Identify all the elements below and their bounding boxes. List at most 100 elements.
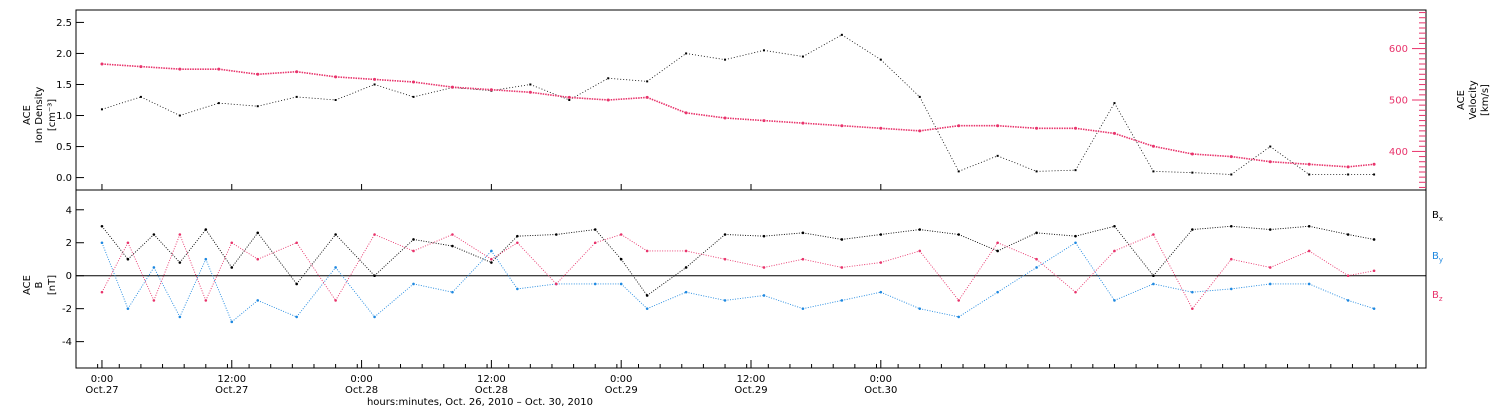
density-segment	[179, 102, 219, 116]
bx-segment	[1153, 229, 1193, 276]
bottom-ytick-label: -4	[62, 337, 72, 348]
legend-by: By	[1432, 251, 1443, 264]
x-tick-date: Oct.29	[605, 385, 638, 396]
bx-segment	[1348, 234, 1375, 240]
density-segment	[919, 96, 960, 172]
top-right-ylabel-line2: Velocity	[1468, 80, 1479, 119]
top-left-ytick-label: 1.0	[56, 111, 72, 122]
density-segment	[413, 87, 453, 98]
by-segment	[880, 291, 920, 310]
top-left-ytick-label: 0.0	[56, 173, 72, 184]
bx-segment	[179, 229, 207, 263]
bz-segment	[374, 234, 414, 252]
top-left-ytick-label: 2.0	[56, 49, 72, 60]
top-series-points	[100, 33, 1376, 176]
by-segment	[231, 300, 259, 323]
bottom-yticks: 4 2 0 -2 -4	[62, 205, 84, 348]
density-segment	[257, 96, 297, 107]
bx-segment	[335, 234, 375, 277]
velocity-segment	[685, 112, 726, 119]
by-segment	[1153, 283, 1193, 293]
by-point	[230, 320, 234, 324]
bx-point	[1372, 238, 1376, 241]
density-segment	[1075, 102, 1115, 171]
bx-segment	[919, 229, 959, 235]
bz-segment	[1348, 270, 1375, 277]
by-segment	[1075, 242, 1115, 301]
bx-segment	[127, 234, 155, 260]
top-right-ylabel: ACE Velocity [km/s]	[1456, 80, 1491, 119]
velocity-segment	[1114, 132, 1154, 148]
velocity-segment	[841, 124, 881, 130]
density-segment	[452, 87, 492, 92]
top-right-ylabel-line1: ACE	[1456, 90, 1467, 110]
top-left-ytick-label: 2.5	[56, 18, 72, 29]
bz-segment	[452, 234, 492, 260]
by-segment	[257, 300, 297, 318]
bz-segment	[1191, 258, 1232, 309]
bz-segment	[555, 242, 596, 285]
top-left-ylabel-line2: Ion Density	[34, 87, 45, 144]
velocity-segment	[1075, 127, 1115, 135]
x-tick-time: 12:00	[737, 374, 766, 385]
bz-segment	[205, 242, 233, 301]
bz-segment	[620, 234, 648, 252]
bz-segment	[595, 234, 622, 244]
legend-bx: Bx	[1432, 210, 1443, 223]
density-segment	[608, 77, 648, 82]
velocity-segment	[802, 122, 842, 127]
bx-segment	[517, 234, 557, 237]
by-segment	[101, 242, 129, 309]
velocity-segment	[646, 96, 687, 114]
velocity-point	[1372, 162, 1376, 166]
bz-segment	[335, 234, 375, 301]
by-segment	[374, 283, 414, 318]
density-segment	[958, 155, 998, 172]
bottom-ytick-label: 4	[66, 205, 72, 216]
bx-point	[1152, 274, 1155, 278]
bottom-left-ylabel-line3: [nT]	[47, 275, 58, 295]
bx-segment	[257, 232, 298, 285]
by-point	[723, 299, 727, 302]
top-left-ylabel: ACE Ion Density [cm⁻³]	[22, 87, 58, 144]
velocity-segment	[335, 76, 375, 81]
bx-segment	[1309, 225, 1349, 235]
x-tick-time: 0:00	[610, 374, 632, 385]
top-left-yticks: 0.0 0.5 1.0 1.5 2.0 2.5	[56, 18, 84, 184]
velocity-segment	[413, 81, 453, 88]
bz-segment	[763, 258, 804, 268]
density-segment	[1192, 172, 1232, 175]
top-left-ylabel-line1: ACE	[22, 105, 33, 125]
top-left-ylabel-line3: [cm⁻³]	[47, 99, 58, 131]
bx-point	[1229, 224, 1233, 228]
by-segment	[646, 291, 687, 310]
bx-segment	[763, 232, 803, 237]
by-point	[840, 299, 844, 302]
bz-segment	[257, 242, 297, 260]
legend-bz-sub: z	[1439, 295, 1443, 303]
bx-segment	[153, 234, 181, 263]
bz-segment	[101, 242, 129, 293]
velocity-segment	[257, 70, 297, 76]
legend-by-main: B	[1432, 251, 1439, 262]
velocity-segment	[1309, 163, 1349, 168]
bottom-ytick-label: -2	[62, 304, 72, 315]
legend-bz: Bz	[1432, 290, 1443, 303]
top-right-ytick-label: 400	[1389, 147, 1408, 158]
bx-segment	[620, 258, 648, 296]
by-segment	[491, 250, 518, 290]
by-segment	[1308, 283, 1349, 301]
density-segment	[686, 53, 726, 61]
by-segment	[517, 283, 557, 290]
density-segment	[724, 49, 765, 61]
bz-segment	[296, 242, 336, 301]
density-segment	[1231, 146, 1271, 175]
by-point	[801, 307, 805, 310]
bx-segment	[1270, 225, 1310, 231]
density-segment	[1269, 146, 1310, 175]
legend-bx-main: B	[1432, 210, 1439, 221]
by-segment	[413, 283, 453, 293]
by-segment	[1347, 299, 1375, 310]
